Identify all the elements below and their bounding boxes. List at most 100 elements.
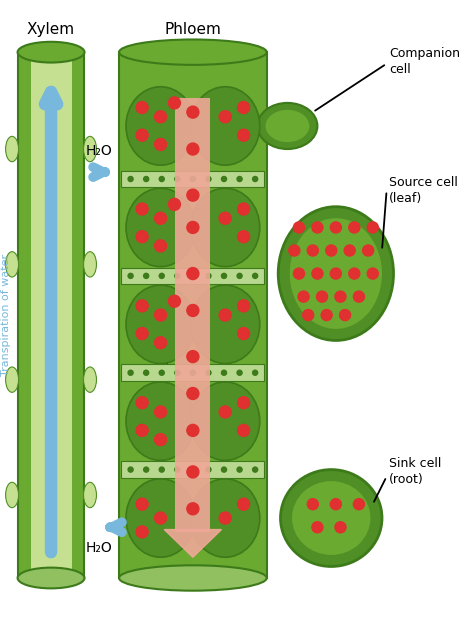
Ellipse shape [292,481,370,555]
Circle shape [206,467,211,472]
Circle shape [169,97,180,109]
Circle shape [190,467,196,472]
Circle shape [155,337,167,349]
Circle shape [187,503,199,515]
Circle shape [155,138,167,151]
FancyBboxPatch shape [18,52,84,578]
Circle shape [175,176,180,182]
Circle shape [136,424,148,437]
Ellipse shape [84,137,97,162]
FancyBboxPatch shape [30,55,71,576]
Circle shape [237,467,242,472]
Circle shape [253,370,258,375]
Circle shape [169,198,180,211]
Circle shape [253,273,258,278]
Circle shape [219,213,231,224]
Ellipse shape [290,218,382,329]
Text: Transpiration of water: Transpiration of water [1,254,11,376]
Circle shape [238,328,249,339]
Circle shape [159,273,164,278]
Circle shape [155,213,167,224]
Circle shape [238,397,249,409]
Circle shape [353,291,365,302]
Circle shape [169,295,180,307]
Circle shape [335,291,346,302]
Text: Xylem: Xylem [27,22,75,37]
Circle shape [221,176,227,182]
Circle shape [144,273,149,278]
Ellipse shape [190,188,260,267]
Circle shape [330,222,341,233]
Circle shape [155,240,167,252]
Ellipse shape [190,479,260,557]
Circle shape [339,310,351,321]
Circle shape [187,222,199,233]
Circle shape [312,522,323,533]
Circle shape [367,222,378,233]
FancyBboxPatch shape [119,52,267,578]
Circle shape [219,512,231,524]
Circle shape [144,176,149,182]
Circle shape [155,406,167,418]
Circle shape [175,370,180,375]
Circle shape [238,231,249,243]
Circle shape [136,231,148,243]
Ellipse shape [6,252,19,277]
Ellipse shape [6,482,19,507]
Ellipse shape [190,382,260,460]
Circle shape [221,467,227,472]
Circle shape [155,512,167,524]
Circle shape [238,102,249,113]
Circle shape [136,526,148,538]
Circle shape [136,300,148,312]
Circle shape [321,310,332,321]
Circle shape [219,406,231,418]
Circle shape [128,370,133,375]
Circle shape [187,267,199,279]
Circle shape [136,328,148,339]
Circle shape [175,273,180,278]
FancyBboxPatch shape [175,99,210,532]
Ellipse shape [84,482,97,507]
Circle shape [238,424,249,437]
Ellipse shape [18,42,84,62]
Text: Sink cell
(root): Sink cell (root) [389,457,441,486]
Circle shape [330,268,341,279]
FancyBboxPatch shape [121,171,264,187]
Circle shape [206,176,211,182]
Ellipse shape [126,188,195,267]
Circle shape [293,268,305,279]
Circle shape [136,102,148,113]
Circle shape [238,498,249,510]
Ellipse shape [278,207,394,341]
Circle shape [344,245,355,256]
Circle shape [128,467,133,472]
Circle shape [238,300,249,312]
Circle shape [155,433,167,446]
Circle shape [190,273,196,278]
Circle shape [326,245,337,256]
Circle shape [144,467,149,472]
Circle shape [312,268,323,279]
Circle shape [190,370,196,375]
Text: H₂O: H₂O [86,541,112,555]
Text: Source cell
(leaf): Source cell (leaf) [389,176,458,205]
Circle shape [219,111,231,123]
Circle shape [317,291,327,302]
Circle shape [312,222,323,233]
Ellipse shape [190,285,260,363]
Circle shape [330,498,341,510]
Circle shape [253,467,258,472]
Circle shape [175,467,180,472]
Circle shape [253,176,258,182]
Circle shape [219,309,231,321]
Ellipse shape [126,382,195,460]
Circle shape [187,305,199,316]
Circle shape [128,273,133,278]
Ellipse shape [280,469,382,567]
Circle shape [221,370,227,375]
Circle shape [335,522,346,533]
Circle shape [159,467,164,472]
Circle shape [237,273,242,278]
Ellipse shape [258,103,317,149]
